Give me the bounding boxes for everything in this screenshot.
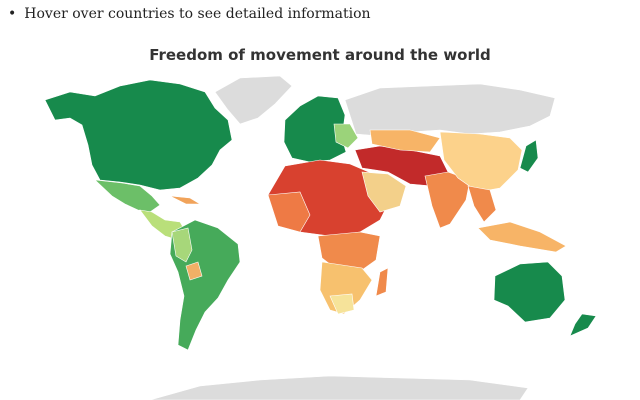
new-zealand[interactable] <box>569 313 597 337</box>
bolivia[interactable] <box>185 261 203 281</box>
north-america[interactable] <box>44 79 233 191</box>
central-africa[interactable] <box>317 231 381 273</box>
madagascar[interactable] <box>375 267 389 297</box>
andes[interactable] <box>171 227 193 263</box>
india[interactable] <box>424 171 471 229</box>
mexico[interactable] <box>94 179 161 213</box>
china[interactable] <box>439 131 523 193</box>
hint-text: Hover over countries to see detailed inf… <box>8 6 370 22</box>
map-title: Freedom of movement around the world <box>149 46 491 64</box>
antarctica[interactable] <box>149 375 529 400</box>
japan[interactable] <box>519 139 539 173</box>
australia[interactable] <box>493 261 566 323</box>
cuba[interactable] <box>169 195 202 205</box>
west-africa[interactable] <box>267 191 311 233</box>
eastern-europe[interactable] <box>333 123 359 149</box>
southeast-asia[interactable] <box>467 185 497 223</box>
south-africa[interactable] <box>329 293 355 315</box>
indonesia[interactable] <box>477 221 567 253</box>
russia[interactable] <box>344 83 556 137</box>
turkey-caucasus[interactable] <box>369 129 441 153</box>
arabia[interactable] <box>361 171 407 213</box>
greenland[interactable] <box>214 75 293 125</box>
